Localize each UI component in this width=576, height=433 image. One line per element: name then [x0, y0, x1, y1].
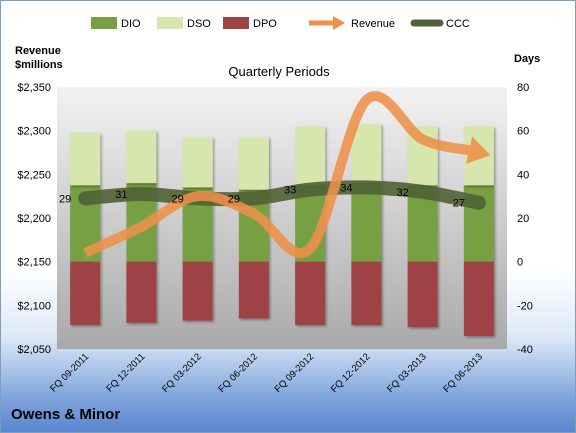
ccc-data-label-0: 29	[59, 193, 71, 205]
x-axis-tick-4: FQ 09-2012	[273, 351, 317, 395]
left-axis-tick-2: $2,150	[17, 257, 51, 269]
legend-label-dso: DSO	[187, 18, 211, 30]
right-axis-tick-3: 20	[517, 213, 529, 225]
legend-label-revenue: Revenue	[351, 18, 395, 30]
x-axis-tick-0: FQ 09-2011	[48, 351, 91, 394]
legend-label-dio: DIO	[121, 18, 141, 30]
bar-dpo-1	[126, 261, 157, 323]
ccc-data-label-4: 33	[284, 185, 296, 197]
ccc-data-label-6: 32	[397, 187, 409, 199]
ccc-line	[78, 180, 486, 210]
legend-arrowhead-revenue	[333, 16, 345, 30]
bar-dso-0	[70, 132, 101, 186]
right-axis-tick-6: 80	[517, 82, 529, 94]
x-axis-ticks: FQ 09-2011 FQ 12-2011 FQ 03-2012 FQ 06-2012…	[48, 351, 485, 395]
left-axis-label-line1: Revenue	[15, 45, 61, 57]
left-axis-tick-1: $2,100	[17, 300, 51, 312]
chart-title: Quarterly Periods	[228, 64, 330, 79]
bar-dpo-5	[351, 261, 382, 325]
left-axis-tick-4: $2,250	[17, 169, 51, 181]
left-axis-label-line2: $millions	[15, 59, 63, 71]
bar-dso-1	[126, 130, 157, 184]
x-axis-tick-6: FQ 03-2013	[385, 351, 429, 395]
bar-dso-4	[295, 126, 326, 186]
bar-dpo-7	[463, 261, 494, 336]
bar-dpo-4	[295, 261, 326, 325]
company-name: Owens & Minor	[11, 406, 121, 423]
ccc-data-label-5: 34	[340, 182, 352, 194]
x-axis-tick-7: FQ 06-2013	[441, 351, 485, 395]
left-axis-ticks: $2,050 $2,100 $2,150 $2,200 $2,250 $2,300 $2,3…	[17, 82, 51, 356]
legend-swatch-dso	[157, 17, 183, 29]
right-axis-label: Days	[514, 53, 540, 65]
bar-dso-5	[351, 124, 382, 184]
ccc-data-label-2: 29	[172, 193, 184, 205]
right-axis-tick-5: 60	[517, 126, 529, 138]
left-axis-tick-6: $2,350	[17, 82, 51, 94]
bar-dso-2	[182, 137, 213, 188]
bar-dio-5	[351, 183, 382, 262]
bar-dpo-2	[182, 261, 213, 321]
ccc-data-label-1: 31	[115, 189, 127, 201]
bar-dpo-6	[407, 261, 438, 328]
ccc-data-label-7: 27	[453, 198, 465, 210]
right-axis-ticks: -40 -20 0 20 40 60 80	[517, 82, 533, 356]
left-axis-tick-5: $2,300	[17, 126, 51, 138]
ccc-data-label-3: 29	[228, 193, 240, 205]
x-axis-tick-1: FQ 12-2011	[104, 351, 147, 394]
lines-group: 29 31 29 29 33 34 32 27	[59, 91, 491, 259]
legend-label-dpo: DPO	[253, 18, 277, 30]
legend-swatch-dpo	[223, 17, 249, 29]
legend-swatch-dio	[91, 17, 117, 29]
left-axis-tick-0: $2,050	[17, 344, 51, 356]
right-axis-tick-1: -20	[517, 300, 533, 312]
x-axis-tick-2: FQ 03-2012	[160, 351, 204, 395]
bar-dso-3	[238, 137, 269, 190]
x-axis-tick-5: FQ 12-2012	[329, 351, 373, 395]
plot-area	[57, 87, 507, 349]
right-axis-tick-2: 0	[517, 257, 523, 269]
left-axis-tick-3: $2,200	[17, 213, 51, 225]
bar-dpo-3	[238, 261, 269, 319]
legend: DIO DSO DPO Revenue CCC	[91, 16, 470, 30]
x-axis-tick-3: FQ 06-2012	[216, 351, 260, 395]
legend-label-ccc: CCC	[446, 18, 470, 30]
right-axis-tick-4: 40	[517, 169, 529, 181]
right-axis-tick-0: -40	[517, 344, 533, 356]
bar-dpo-0	[70, 261, 101, 325]
revenue-line	[83, 91, 471, 259]
revenue-arrowhead	[465, 136, 491, 164]
